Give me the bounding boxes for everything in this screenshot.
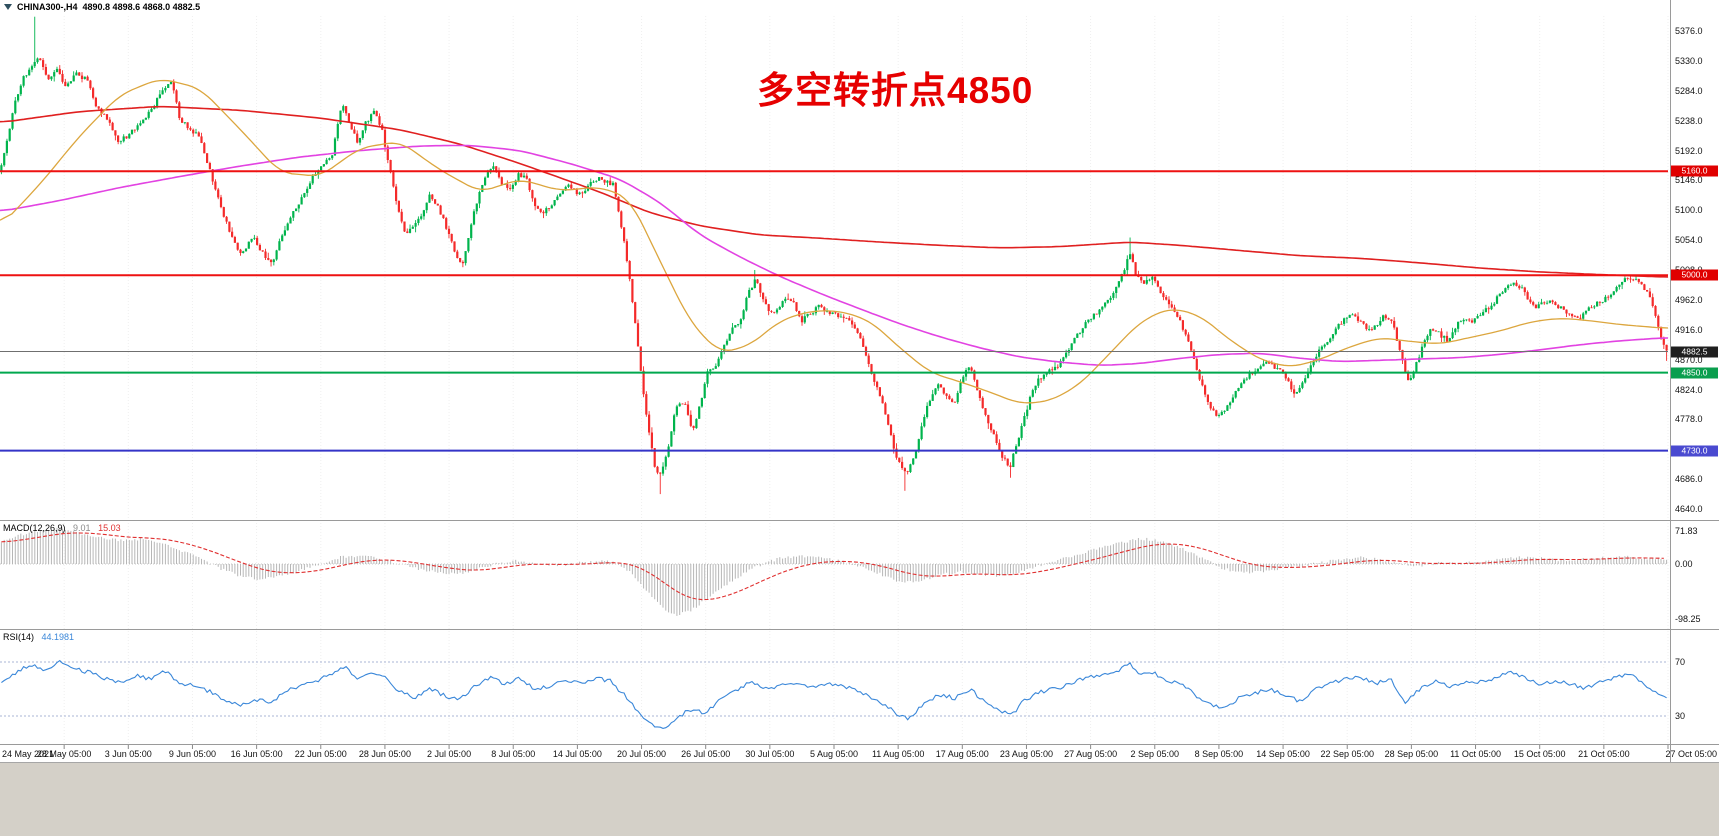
macd-axis-label: 71.83 [1675, 526, 1698, 536]
price-axis-label: 5146.0 [1675, 175, 1703, 186]
time-axis-label: 26 Jul 05:00 [681, 749, 731, 759]
time-axis-label: 24 May 2021 [2, 749, 55, 759]
chart-symbol-period: CHINA300-,H4 [17, 2, 78, 12]
macd-name: MACD(12,26,9) [3, 523, 66, 533]
price-axis-label: 4686.0 [1675, 474, 1703, 485]
time-axis-label: 27 Aug 05:00 [1064, 749, 1118, 759]
chart-ohlc-values: 4890.8 4898.6 4868.0 4882.5 [82, 2, 201, 12]
annotation-text[interactable]: 多空转折点4850 [757, 70, 1034, 111]
rsi-axis-label: 30 [1675, 711, 1686, 721]
time-axis-label: 28 Jun 05:00 [358, 749, 411, 759]
price-tag-4730.0: 4730.0 [1671, 445, 1718, 457]
time-axis-label: 28 May 05:00 [36, 749, 92, 759]
time-axis-label: 16 Jun 05:00 [230, 749, 283, 759]
price-tag-5000.0: 5000.0 [1671, 269, 1718, 281]
rsi-label: RSI(14) 44.1981 [3, 632, 74, 642]
time-axis-label: 11 Oct 05:00 [1450, 749, 1501, 759]
time-axis-label: 14 Jul 05:00 [552, 749, 602, 759]
price-axis[interactable] [1671, 0, 1719, 762]
price-axis-label: 4870.0 [1675, 354, 1703, 365]
macd-axis-label: -98.25 [1675, 613, 1701, 624]
rsi-value: 44.1981 [41, 632, 75, 642]
rsi-axis-label: 70 [1675, 657, 1686, 667]
price-axis-label: 5100.0 [1675, 205, 1703, 216]
time-axis-label: 2 Sep 05:00 [1130, 749, 1180, 759]
ma-mid-magenta [0, 144, 1669, 366]
price-tag-4882.5: 4882.5 [1671, 346, 1718, 357]
price-axis-label: 5376.0 [1675, 26, 1703, 36]
grid-layer [0, 0, 1719, 762]
time-axis-label: 2 Jul 05:00 [427, 749, 472, 759]
time-axis-label: 3 Jun 05:00 [104, 749, 152, 759]
rsi-name: RSI(14) [3, 632, 35, 642]
time-axis-label: 8 Jul 05:00 [491, 749, 536, 759]
rsi-line [1, 659, 1667, 729]
time-axis-label: 22 Jun 05:00 [294, 749, 347, 759]
time-axis-label: 14 Sep 05:00 [1256, 749, 1310, 759]
time-axis-label: 8 Sep 05:00 [1194, 749, 1244, 759]
time-axis-label: 20 Jul 05:00 [617, 749, 667, 759]
candles-layer [0, 16, 1668, 495]
macd-main-value: 9.01 [73, 523, 91, 533]
time-axis-label: 30 Jul 05:00 [745, 749, 795, 759]
price-axis-label: 5284.0 [1675, 85, 1703, 96]
price-axis-label: 4778.0 [1675, 414, 1703, 425]
time-axis-label: 21 Oct 05:00 [1578, 749, 1630, 759]
time-axis-label: 28 Sep 05:00 [1384, 749, 1439, 759]
macd-panel-zone[interactable] [0, 521, 1668, 629]
time-axis-label: 5 Aug 05:00 [809, 749, 859, 759]
price-axis-label: 5238.0 [1675, 115, 1703, 126]
window-footer-area [0, 762, 1719, 836]
price-axis-label: 5330.0 [1675, 55, 1703, 66]
time-axis-label: 23 Aug 05:00 [999, 749, 1053, 759]
rsi-panel-zone[interactable] [0, 630, 1668, 744]
price-axis-label: 5054.0 [1675, 235, 1703, 246]
price-axis-label: 5192.0 [1675, 145, 1703, 156]
chart-title-bar: CHINA300-,H4 4890.8 4898.6 4868.0 4882.5 [4, 2, 200, 12]
ma-fast-orange [0, 79, 1669, 404]
macd-axis-label: 0.00 [1675, 559, 1693, 569]
macd-histogram [0, 527, 1668, 616]
macd-label: MACD(12,26,9) 9.01 15.03 [3, 523, 121, 533]
chart-marker-icon [4, 4, 12, 10]
time-axis-label: 15 Oct 05:00 [1513, 749, 1566, 759]
price-axis-label: 4916.0 [1675, 324, 1703, 335]
macd-signal-line [1, 532, 1664, 601]
time-axis-label: 22 Sep 05:00 [1320, 749, 1374, 759]
price-axis-label: 4824.0 [1675, 384, 1703, 395]
price-tag-4850.0: 4850.0 [1671, 367, 1718, 379]
time-axis-label: 11 Aug 05:00 [871, 749, 925, 759]
time-axis-label: 9 Jun 05:00 [168, 749, 216, 759]
time-axis-label: 17 Aug 05:00 [935, 749, 989, 759]
price-tag-5160.0: 5160.0 [1671, 165, 1718, 177]
time-axis-label: 27 Oct 05:00 [1665, 749, 1717, 759]
price-axis-label: 4640.0 [1675, 504, 1703, 514]
ma-slow-red [0, 105, 1669, 278]
macd-signal-value: 15.03 [98, 523, 121, 533]
price-axis-label: 4962.0 [1675, 294, 1703, 305]
